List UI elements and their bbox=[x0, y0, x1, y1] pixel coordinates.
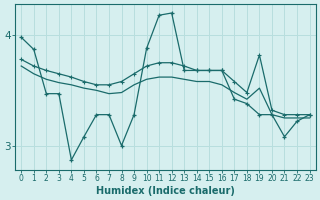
X-axis label: Humidex (Indice chaleur): Humidex (Indice chaleur) bbox=[96, 186, 235, 196]
